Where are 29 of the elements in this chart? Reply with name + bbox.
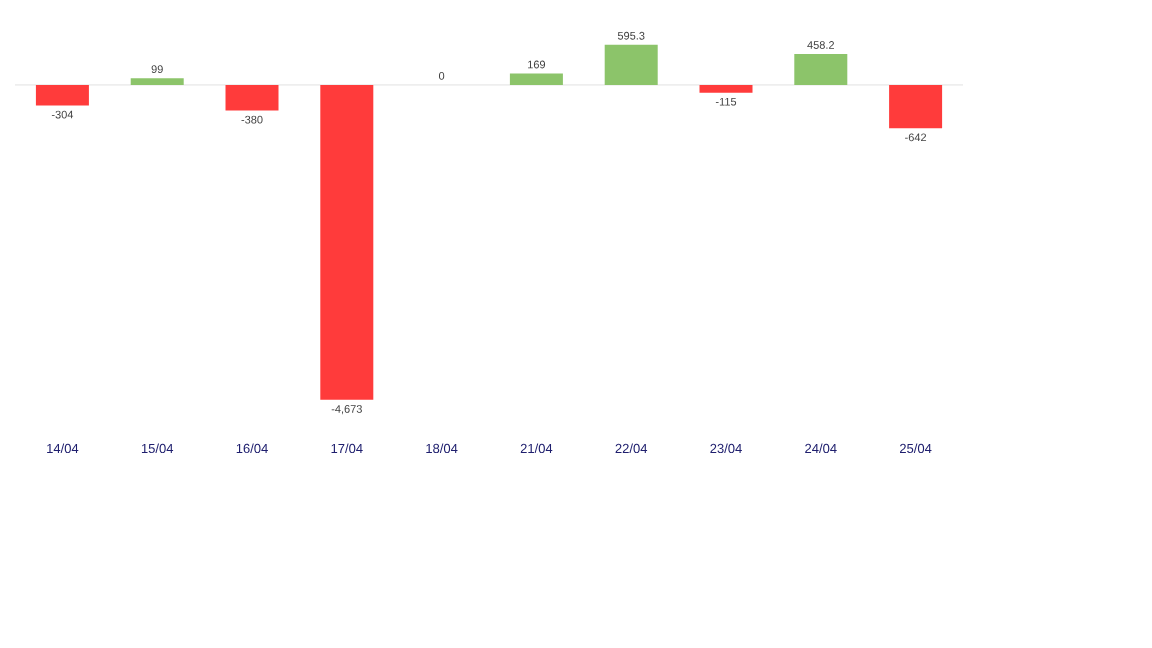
bar	[320, 84, 374, 400]
bar	[130, 78, 184, 85]
data-label: -4,673	[331, 405, 362, 415]
bar	[35, 84, 89, 106]
data-label: 0	[438, 71, 445, 80]
bar	[509, 73, 563, 85]
data-label: 595.3	[617, 31, 645, 40]
bar	[889, 84, 943, 129]
bar	[794, 54, 848, 85]
x-tick-label: 23/04	[710, 443, 742, 454]
bar	[604, 44, 658, 85]
data-label: -380	[241, 115, 263, 124]
data-label: 169	[528, 60, 546, 69]
data-label: -304	[51, 110, 74, 119]
x-tick-label: 21/04	[520, 443, 553, 454]
x-tick-label: 18/04	[426, 443, 458, 454]
bar	[225, 84, 279, 111]
data-label: 458.2	[807, 41, 835, 49]
x-tick-label: 24/04	[805, 443, 837, 454]
x-tick-label: 15/04	[141, 443, 174, 454]
x-tick-label: 25/04	[899, 443, 932, 454]
x-tick-label: 14/04	[47, 443, 79, 454]
data-label: -642	[905, 133, 927, 142]
x-tick-label: 17/04	[331, 443, 363, 454]
data-label: -115	[715, 97, 737, 106]
data-label: 99	[151, 65, 163, 74]
x-tick-label: 16/04	[236, 443, 268, 454]
bar	[699, 84, 753, 93]
x-tick-label: 22/04	[615, 443, 648, 454]
